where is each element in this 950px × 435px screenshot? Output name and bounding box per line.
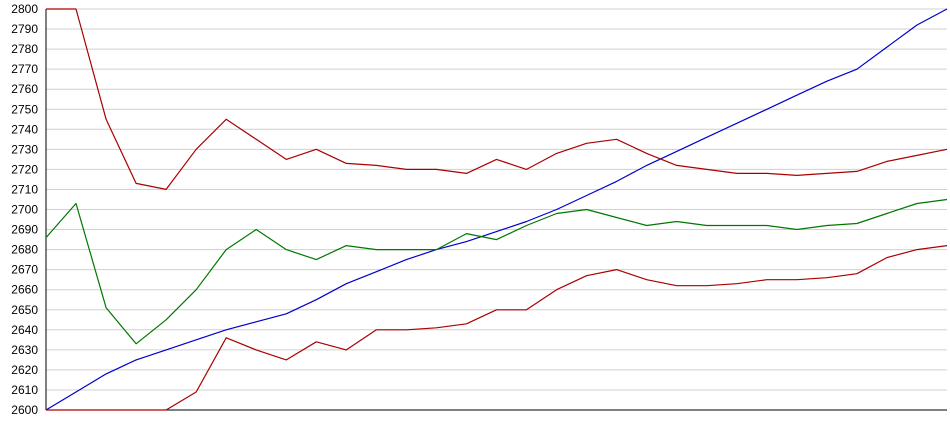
y-tick-label: 2740: [11, 122, 38, 136]
y-tick-label: 2680: [11, 243, 38, 257]
series-line-4: [46, 245, 948, 411]
grid: [46, 8, 947, 411]
y-tick-label: 2670: [11, 263, 38, 277]
series-line-2: [46, 8, 948, 190]
y-tick-label: 2790: [11, 22, 38, 36]
y-tick-label: 2610: [11, 383, 38, 397]
y-tick-label: 2760: [11, 82, 38, 96]
y-tick-label: 2630: [11, 343, 38, 357]
y-tick-label: 2650: [11, 303, 38, 317]
y-tick-label: 2800: [11, 2, 38, 16]
y-tick-label: 2720: [11, 162, 38, 176]
y-tick-labels: 2600 2610 2620 2630 2640 2650 2660 2670 2680 2690…: [11, 2, 38, 417]
y-tick-label: 2780: [11, 42, 38, 56]
series-line-1: [45, 8, 948, 411]
y-tick-label: 2700: [11, 203, 38, 217]
y-tick-label: 2750: [11, 102, 38, 116]
y-tick-label: 2770: [11, 62, 38, 76]
y-tick-label: 2600: [11, 403, 38, 417]
series-line-3: [45, 198, 948, 345]
y-tick-label: 2620: [11, 363, 38, 377]
y-tick-label: 2730: [11, 142, 38, 156]
y-tick-label: 2640: [11, 323, 38, 337]
y-tick-label: 2710: [11, 182, 38, 196]
y-tick-label: 2690: [11, 223, 38, 237]
series-lines: [45, 8, 948, 411]
y-tick-label: 2660: [11, 283, 38, 297]
